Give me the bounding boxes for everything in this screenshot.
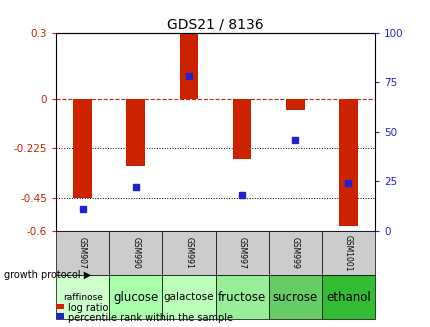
Text: raffinose: raffinose	[62, 293, 102, 301]
Text: GSM991: GSM991	[184, 237, 193, 269]
Text: GSM1001: GSM1001	[343, 235, 352, 271]
Bar	[56, 231, 109, 275]
Text: glucose: glucose	[113, 291, 158, 303]
Bar	[232, 99, 251, 159]
Bar	[162, 231, 215, 275]
Text: GSM990: GSM990	[131, 237, 140, 269]
Text: log ratio: log ratio	[68, 303, 108, 313]
Text: galactose: galactose	[163, 292, 214, 302]
Text: fructose: fructose	[218, 291, 266, 303]
Text: percentile rank within the sample: percentile rank within the sample	[68, 313, 233, 323]
Bar	[73, 99, 92, 198]
Bar	[126, 99, 145, 166]
Bar	[268, 231, 321, 275]
Text: ethanol: ethanol	[325, 291, 370, 303]
Text: GSM997: GSM997	[237, 237, 246, 269]
Text: sucrose: sucrose	[272, 291, 317, 303]
Bar	[109, 231, 162, 275]
Title: GDS21 / 8136: GDS21 / 8136	[167, 18, 263, 31]
Text: GSM999: GSM999	[290, 237, 299, 269]
Bar	[285, 99, 304, 110]
Bar	[321, 231, 374, 275]
Bar	[109, 275, 162, 318]
Text: growth protocol ▶: growth protocol ▶	[4, 270, 91, 280]
Bar	[215, 231, 268, 275]
Bar	[179, 34, 198, 99]
Bar	[162, 275, 215, 318]
Bar	[321, 275, 374, 318]
Bar	[338, 99, 357, 226]
Text: GSM907: GSM907	[78, 237, 87, 269]
Bar	[215, 275, 268, 318]
Bar	[56, 275, 109, 318]
Bar	[268, 275, 321, 318]
